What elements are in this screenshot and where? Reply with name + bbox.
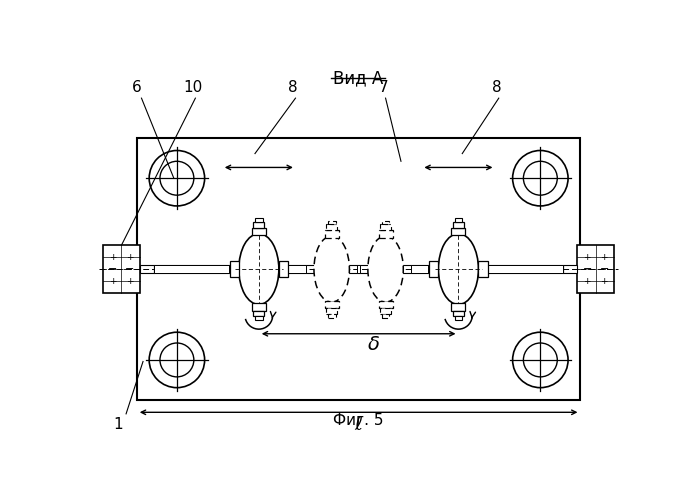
Bar — [452, 228, 466, 235]
Bar — [380, 225, 391, 230]
Ellipse shape — [149, 332, 205, 388]
Ellipse shape — [160, 343, 194, 377]
Ellipse shape — [438, 234, 478, 305]
Text: +: + — [584, 276, 591, 285]
Text: −: − — [583, 264, 592, 274]
Bar — [379, 301, 393, 308]
Text: 8: 8 — [289, 80, 298, 95]
Bar — [577, 245, 614, 293]
Bar — [254, 222, 264, 228]
Bar — [379, 230, 393, 238]
Bar — [137, 138, 580, 400]
Ellipse shape — [512, 332, 568, 388]
Text: ℓ: ℓ — [354, 414, 363, 433]
Bar — [229, 261, 239, 277]
Bar — [279, 261, 288, 277]
Bar — [325, 230, 338, 238]
Ellipse shape — [524, 162, 557, 195]
Bar — [563, 265, 577, 273]
Ellipse shape — [512, 151, 568, 206]
Bar — [326, 225, 337, 230]
Text: −: − — [125, 264, 135, 274]
Bar — [252, 228, 266, 235]
Text: 6: 6 — [132, 80, 142, 95]
Bar — [103, 245, 140, 293]
Text: −: − — [108, 264, 117, 274]
Bar — [357, 265, 360, 273]
Text: 1: 1 — [113, 417, 123, 432]
Bar — [454, 218, 462, 222]
Bar — [254, 311, 264, 316]
Text: +: + — [584, 252, 591, 261]
Text: 8: 8 — [491, 80, 501, 95]
Text: 10: 10 — [183, 80, 203, 95]
Ellipse shape — [314, 236, 350, 302]
Text: −: − — [600, 264, 609, 274]
Ellipse shape — [160, 162, 194, 195]
Bar — [454, 316, 462, 320]
Bar — [328, 221, 336, 225]
Bar — [382, 221, 389, 225]
Text: +: + — [127, 252, 134, 261]
Bar — [288, 265, 306, 273]
Text: +: + — [600, 252, 608, 261]
Bar — [328, 314, 336, 318]
Bar — [140, 265, 154, 273]
Bar — [255, 218, 263, 222]
Bar — [382, 314, 389, 318]
Text: 7: 7 — [378, 80, 388, 95]
Bar — [411, 265, 428, 273]
Bar — [452, 303, 466, 311]
Ellipse shape — [149, 151, 205, 206]
Text: Фиг. 5: Фиг. 5 — [333, 414, 383, 428]
Ellipse shape — [239, 234, 279, 305]
Bar — [429, 261, 438, 277]
Text: Вид А: Вид А — [333, 70, 383, 87]
Bar — [380, 308, 391, 314]
Text: +: + — [109, 276, 117, 285]
Ellipse shape — [524, 343, 557, 377]
Bar — [154, 265, 229, 273]
Bar — [478, 261, 488, 277]
Text: +: + — [127, 276, 134, 285]
Text: δ: δ — [368, 335, 380, 354]
Bar — [252, 303, 266, 311]
Bar — [453, 222, 464, 228]
Ellipse shape — [368, 236, 403, 302]
Bar — [326, 308, 337, 314]
Bar — [453, 311, 464, 316]
Text: +: + — [109, 252, 117, 261]
Bar — [255, 316, 263, 320]
Bar — [154, 265, 563, 273]
Text: +: + — [600, 276, 608, 285]
Bar — [325, 301, 338, 308]
Bar — [488, 265, 563, 273]
